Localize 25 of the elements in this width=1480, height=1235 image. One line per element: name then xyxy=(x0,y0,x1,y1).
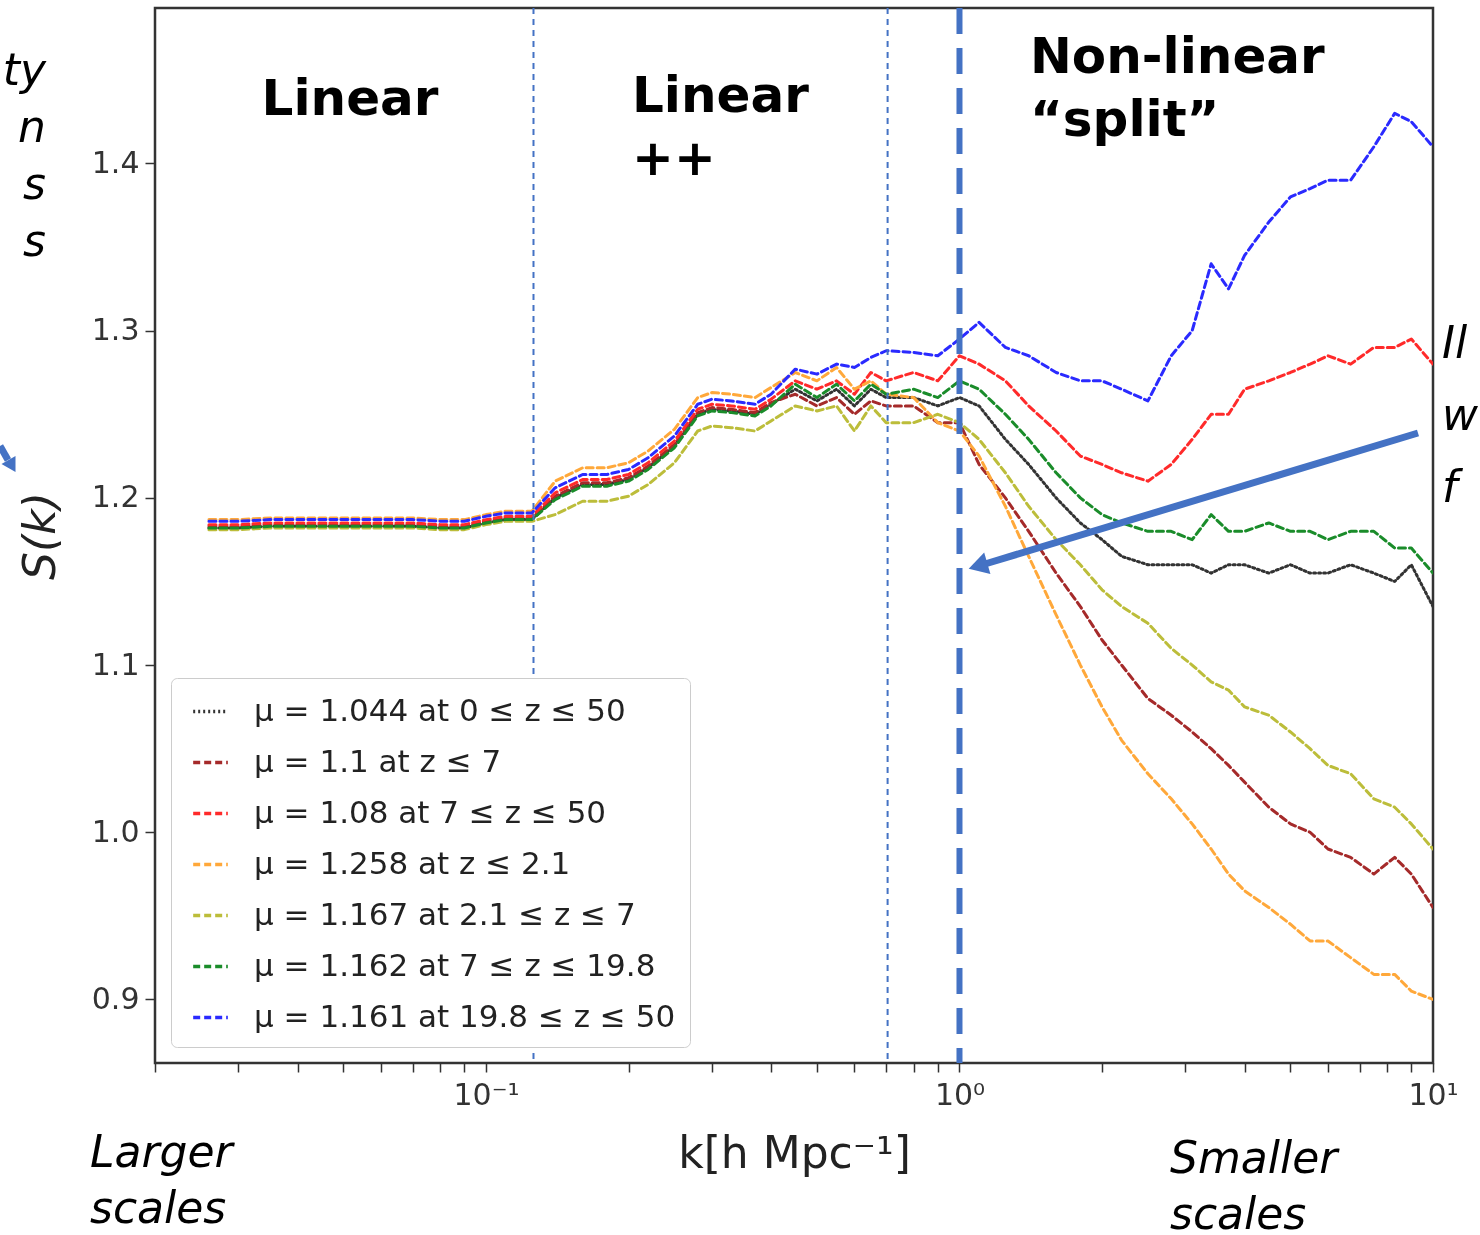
annotation: Linear xyxy=(261,69,439,127)
y-tick-label: 1.1 xyxy=(91,646,140,682)
x-axis-title: k[h Mpc⁻¹] xyxy=(678,1126,911,1178)
legend-label: μ = 1.167 at 2.1 ≤ z ≤ 7 xyxy=(254,895,636,932)
text: Larger scales xyxy=(90,1126,236,1233)
legend-label: μ = 1.1 at z ≤ 7 xyxy=(254,742,502,779)
y-tick-label: 1.4 xyxy=(91,144,140,180)
x-tick-label: 10⁰ xyxy=(934,1076,986,1112)
y-tick-label: 1.0 xyxy=(91,813,140,849)
legend-label: μ = 1.162 at 7 ≤ z ≤ 19.8 xyxy=(254,946,656,983)
y-tick-label: 1.2 xyxy=(91,479,140,515)
legend-label: μ = 1.258 at z ≤ 2.1 xyxy=(254,844,571,881)
text: Il w f xyxy=(1442,317,1479,512)
annotation: Non-linear “split” xyxy=(1030,27,1326,148)
x-tick-label: 10¹ xyxy=(1408,1076,1459,1112)
text: Smaller scales xyxy=(1170,1132,1341,1235)
x-tick-label: 10⁻¹ xyxy=(453,1076,520,1112)
legend-label: μ = 1.044 at 0 ≤ z ≤ 50 xyxy=(254,691,626,728)
text: ty n s s xyxy=(2,44,47,266)
legend-label: μ = 1.161 at 19.8 ≤ z ≤ 50 xyxy=(254,997,676,1034)
legend-label: μ = 1.08 at 7 ≤ z ≤ 50 xyxy=(254,793,607,830)
y-axis-title: S(k) xyxy=(13,492,65,580)
y-tick-label: 0.9 xyxy=(91,980,140,1016)
y-tick-label: 1.3 xyxy=(91,312,140,348)
annotation: Linear ++ xyxy=(632,66,810,187)
